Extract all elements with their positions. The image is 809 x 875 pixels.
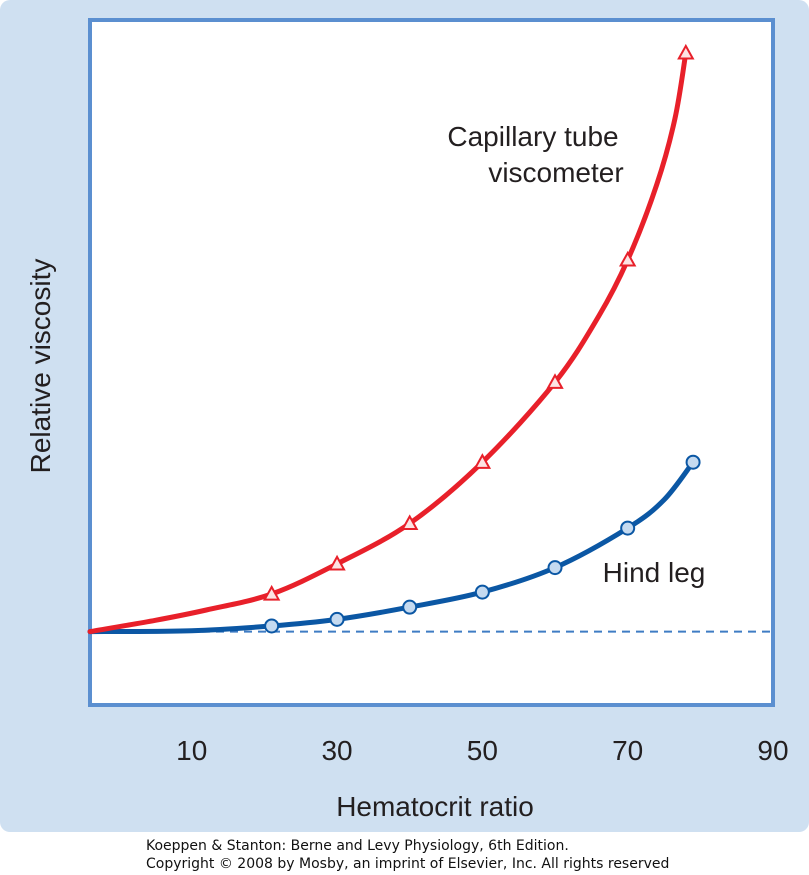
x-tick-labels: 10 30 50 70 90 [176, 735, 788, 766]
x-tick-label-90: 90 [757, 735, 788, 766]
copyright-credit: Koeppen & Stanton: Berne and Levy Physio… [146, 837, 669, 873]
capillary-tube-point-2 [328, 554, 346, 571]
viscosity-chart: 10 30 50 70 90 Hematocrit ratio Relative vis… [25, 18, 789, 822]
hind-leg-point-5 [547, 560, 563, 576]
capillary-series-label-line-2: viscometer [488, 157, 623, 188]
x-tick-label-70: 70 [612, 735, 643, 766]
hind-leg-series [87, 454, 701, 635]
hind-leg-series-label: Hind leg [603, 557, 706, 588]
capillary-series-label-line-1: Capillary tube [447, 121, 618, 152]
y-axis-label: Relative viscosity [25, 259, 56, 474]
x-tick-label-30: 30 [321, 735, 352, 766]
capillary-tube-point-7 [677, 43, 695, 60]
hind-leg-point-2 [329, 611, 345, 627]
capillary-tube-point-3 [401, 514, 419, 530]
hind-leg-point-4 [474, 584, 490, 600]
hind-leg-point-7 [685, 454, 701, 470]
x-axis-label: Hematocrit ratio [336, 791, 534, 822]
hind-leg-point-1 [264, 618, 280, 634]
capillary-tube-point-4 [473, 453, 492, 469]
plot-area-frame [88, 18, 775, 707]
series-layer [87, 43, 701, 635]
hind-leg-point-3 [402, 599, 418, 615]
capillary-tube-point-5 [546, 373, 564, 389]
x-tick-label-50: 50 [467, 735, 498, 766]
hind-leg-point-6 [620, 520, 636, 536]
capillary-tube-point-6 [618, 250, 637, 267]
credit-line-2: Copyright © 2008 by Mosby, an imprint of… [146, 856, 670, 872]
credit-line-1: Koeppen & Stanton: Berne and Levy Physio… [146, 838, 569, 854]
capillary-tube-series [87, 43, 695, 635]
x-tick-label-10: 10 [176, 735, 207, 766]
capillary-tube-point-1 [262, 584, 281, 601]
hind-leg-series-line [87, 459, 696, 635]
